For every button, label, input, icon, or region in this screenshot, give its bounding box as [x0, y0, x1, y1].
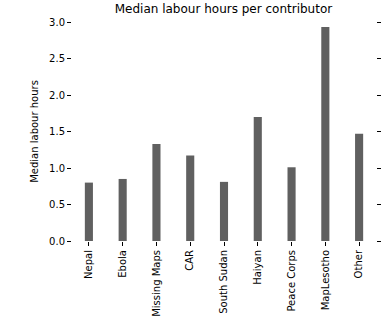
svg-text:MapLesotho: MapLesotho [320, 250, 331, 310]
svg-text:CAR: CAR [184, 250, 195, 271]
svg-text:Haiyan: Haiyan [252, 250, 263, 285]
svg-text:2.0: 2.0 [49, 90, 65, 101]
svg-text:Ebola: Ebola [117, 250, 128, 278]
svg-text:1.0: 1.0 [49, 163, 65, 174]
svg-text:Peace Corps: Peace Corps [286, 250, 297, 312]
svg-text:Other: Other [353, 249, 364, 278]
svg-text:3.0: 3.0 [49, 17, 65, 28]
svg-text:Median labour hours per contri: Median labour hours per contributor [115, 2, 333, 16]
svg-text:0.5: 0.5 [49, 199, 65, 210]
svg-text:Median labour hours: Median labour hours [29, 80, 40, 183]
svg-text:2.5: 2.5 [49, 53, 65, 64]
svg-text:Missing Maps: Missing Maps [151, 250, 162, 317]
svg-text:1.5: 1.5 [49, 126, 65, 137]
svg-text:Nepal: Nepal [83, 250, 94, 279]
svg-text:0.0: 0.0 [49, 236, 65, 247]
svg-text:South Sudan: South Sudan [218, 250, 229, 314]
